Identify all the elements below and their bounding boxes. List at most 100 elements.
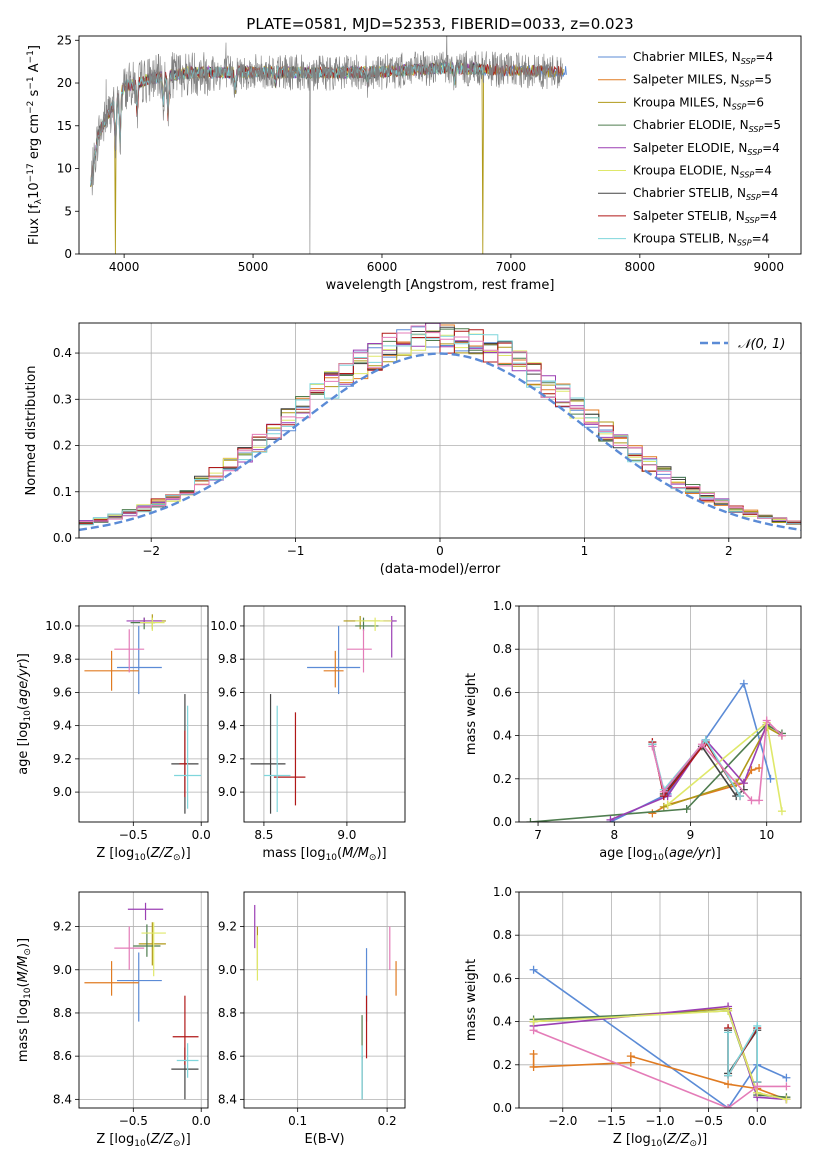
label-part: −1 — [26, 50, 36, 63]
axes-frame — [78, 891, 209, 1109]
y-tick-label: 9.0 — [53, 963, 72, 977]
x-tick-label: 7000 — [496, 260, 527, 274]
legend-label-part: SSP — [740, 80, 755, 89]
legend-label: Chabrier ELODIE, NSSP=5 — [633, 118, 781, 134]
label-part: 10 — [326, 853, 338, 863]
plus-marker — [747, 796, 756, 805]
label-part: ⊙ — [689, 1139, 697, 1149]
label-part: Z/Z — [666, 1132, 690, 1147]
label-part: age [log — [599, 846, 652, 861]
errorbar-point — [174, 705, 202, 809]
label-part: 10 — [27, 182, 42, 199]
histogram-series — [79, 325, 801, 522]
x-tick-label: −0.5 — [119, 828, 148, 842]
legend-label-part: Kroupa STELIB, N — [633, 232, 737, 246]
legend-label-part: Kroupa MILES, N — [633, 95, 732, 109]
label-part: λ — [34, 198, 44, 204]
y-axis-label: age [log10(age/yr)] — [16, 653, 33, 775]
panel-spectrum: 4000 5000 6000 7000 8000 9000 0 5 10 15 20 25 wavele… — [26, 33, 802, 293]
y-tick-label: 0.2 — [53, 439, 72, 453]
panels-layer: 4000 5000 6000 7000 8000 90000510152025wavele… — [16, 33, 802, 1149]
y-tick-label: 0.2 — [493, 1058, 512, 1072]
label-part: −17 — [26, 163, 36, 182]
label-part: ⊙ — [23, 948, 33, 956]
panel-age_vs_mass: 8.5 9.0 9.0 9.2 9.4 9.6 9.8 10.0 mass [log10(M/M… — [210, 605, 406, 863]
axes-frame — [78, 35, 802, 255]
legend-label-part: Salpeter ELODIE, N — [633, 141, 747, 155]
x-tick-label: −1 — [287, 544, 305, 558]
plot-area — [79, 892, 208, 1108]
y-tick-label: 8.8 — [218, 1006, 237, 1020]
x-tick-label: −0.5 — [694, 1114, 723, 1128]
histogram-series — [79, 326, 801, 524]
data-spectrum — [90, 36, 563, 254]
y-tick-label: 1.0 — [493, 885, 512, 899]
x-tick-label: 0.0 — [192, 828, 211, 842]
y-tick-label: 25 — [57, 33, 72, 47]
label-part: mass weight — [464, 673, 479, 755]
plus-marker — [701, 735, 710, 744]
label-part: erg cm — [27, 114, 42, 163]
y-tick-label: 9.2 — [218, 920, 237, 934]
y-tick-label: 0.8 — [493, 642, 512, 656]
errorbar-point — [323, 650, 344, 688]
errorbar-point — [127, 902, 164, 921]
x-tick-label: 9 — [687, 828, 695, 842]
label-part: Z [log — [613, 1132, 651, 1147]
label-part: ( — [664, 846, 669, 861]
label-part: )] — [16, 653, 31, 663]
y-tick-label: 8.4 — [53, 1092, 72, 1106]
y-tick-label: 0.4 — [493, 1015, 512, 1029]
legend-label-part: =5 — [754, 73, 772, 87]
label-part: ( — [662, 1132, 667, 1147]
errorbar-point — [117, 625, 162, 695]
label-part: 10 — [652, 853, 664, 863]
x-tick-label: 0 — [436, 544, 444, 558]
x-tick-label: 4000 — [109, 260, 140, 274]
legend-label-part: Chabrier ELODIE, N — [633, 118, 749, 132]
figure-title: PLATE=0581, MJD=52353, FIBERID=0033, z=0… — [246, 15, 633, 33]
legend-label-part: =4 — [762, 141, 780, 155]
plus-marker — [739, 679, 748, 688]
y-tick-label: 0.0 — [493, 815, 512, 829]
y-tick-label: 0.1 — [53, 485, 72, 499]
y-tick-label: 0.4 — [493, 729, 512, 743]
x-tick-label: 9000 — [753, 260, 784, 274]
label-part: )] — [697, 1132, 707, 1147]
errorbar-point — [172, 995, 199, 1065]
y-tick-label: 8.8 — [53, 1006, 72, 1020]
y-tick-label: 9.2 — [53, 920, 72, 934]
label-part: age [log — [16, 722, 31, 775]
errorbar-point — [250, 694, 286, 814]
label-part: ( — [16, 982, 31, 987]
legend-label-part: SSP — [740, 171, 755, 180]
errorbar-point — [141, 922, 166, 977]
label-part: 10 — [134, 1139, 146, 1149]
axes-frame — [518, 891, 802, 1109]
plus-marker — [724, 1028, 733, 1037]
legend-entry: Salpeter ELODIE, NSSP=4 — [598, 141, 780, 157]
legend-entry: Kroupa MILES, NSSP=6 — [598, 95, 764, 111]
axes-frame — [518, 605, 802, 823]
plus-marker — [736, 792, 745, 801]
errorbar-point — [263, 705, 291, 813]
plus-marker — [529, 965, 538, 974]
plot-area — [244, 892, 405, 1108]
plus-marker — [648, 742, 657, 751]
label-part: 10 — [23, 987, 33, 999]
x-tick-label: 7 — [534, 828, 542, 842]
label-part: Normed distribution — [24, 366, 39, 496]
errorbar-point — [117, 952, 162, 1022]
legend-label: Chabrier STELIB, NSSP=4 — [633, 186, 778, 202]
label-part: )] — [181, 1132, 191, 1147]
label-part: )] — [711, 846, 721, 861]
errorbar-point — [114, 926, 145, 970]
series-line — [533, 1029, 787, 1108]
x-axis-label: (data-model)/error — [380, 562, 501, 577]
legend-label: Salpeter ELODIE, NSSP=4 — [633, 141, 780, 157]
label-part: ⊙ — [369, 853, 377, 863]
errorbar-point — [140, 617, 165, 631]
legend-label: Kroupa MILES, NSSP=6 — [633, 95, 764, 111]
y-tick-label: 1.0 — [493, 599, 512, 613]
label-part: 10 — [651, 1139, 663, 1149]
